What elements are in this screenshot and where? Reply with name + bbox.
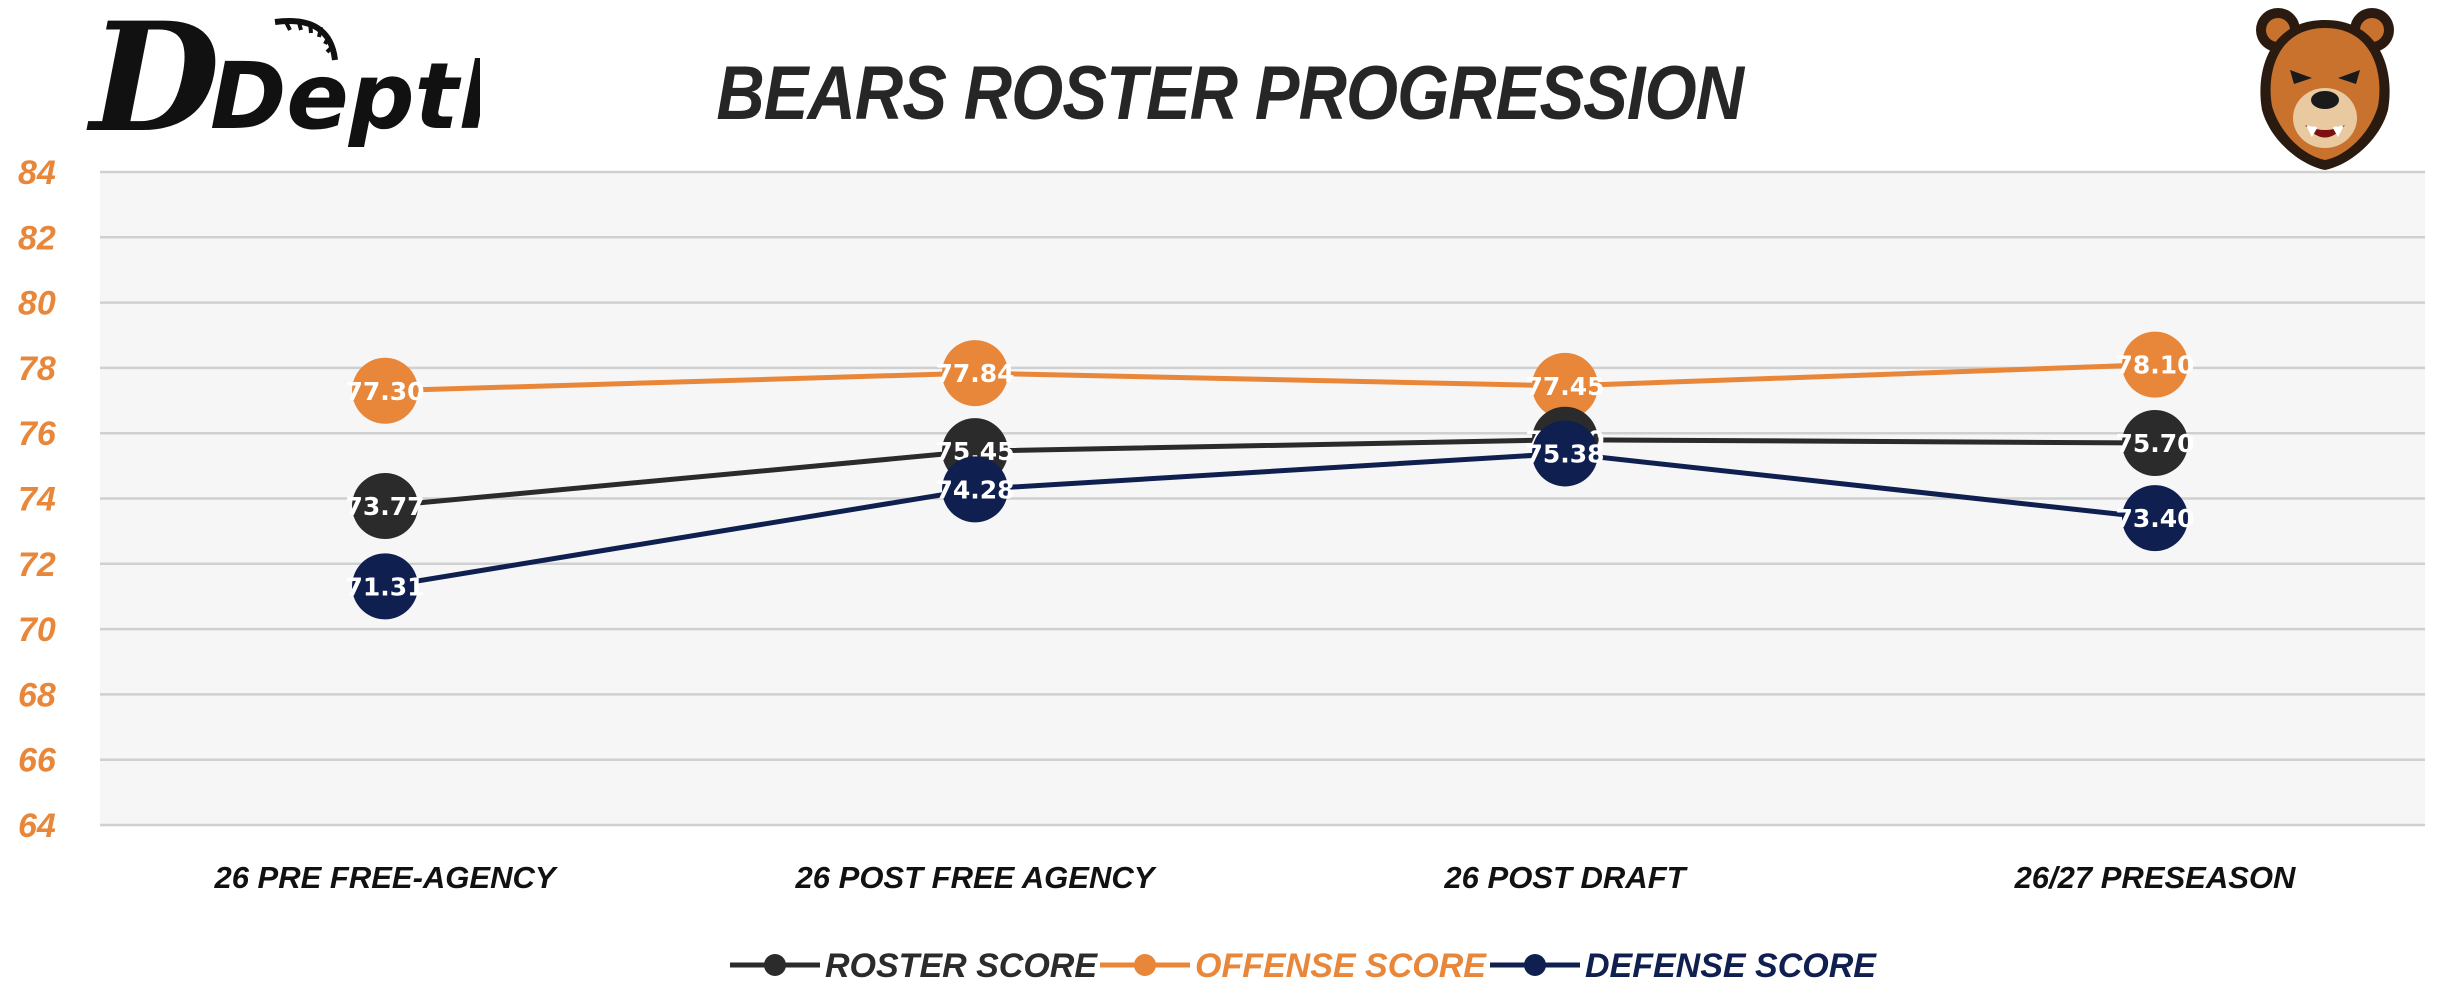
defense-score-point [352, 553, 418, 620]
roster-score-line [384, 437, 2156, 509]
legend-item-offense-score: OFFENSE SCORE [1100, 947, 1487, 985]
offense-score-data-label: 78.10 [2115, 351, 2194, 380]
y-tick-label: 80 [18, 285, 56, 323]
depth-logo-d: D [86, 0, 220, 166]
legend-item-defense-score: DEFENSE SCORE [1490, 947, 1877, 985]
defense-score-point [2122, 485, 2188, 552]
defense-score-point [942, 456, 1008, 523]
offense-score-point [352, 357, 418, 424]
depth-logo-text: Depth [210, 43, 480, 150]
depth-logo: D Depth [86, 0, 480, 166]
legend-label: OFFENSE SCORE [1195, 947, 1487, 985]
defense-score-data-label: 73.40 [2115, 504, 2194, 533]
y-tick-label: 76 [18, 415, 57, 453]
roster-score-point [352, 473, 418, 540]
y-tick-label: 66 [18, 742, 57, 780]
y-tick-label: 74 [18, 481, 56, 519]
y-tick-label: 72 [18, 546, 56, 584]
y-tick-label: 64 [18, 807, 56, 845]
x-tick-label: 26/27 PRESEASON [2014, 860, 2296, 895]
bear-icon [2256, 8, 2394, 170]
offense-score-point [1532, 352, 1598, 419]
defense-score-point [1532, 420, 1598, 487]
baseball-icon [274, 18, 338, 61]
offense-score-point [942, 340, 1008, 407]
roster-score-data-label: 75.70 [2115, 429, 2194, 458]
chart-title: BEARS ROSTER PROGRESSION [716, 51, 1744, 136]
defense-score-line [384, 450, 2156, 589]
legend-swatch-marker [1134, 954, 1156, 976]
offense-score-data-label: 77.84 [935, 359, 1014, 388]
offense-score-point [2122, 331, 2188, 398]
legend-swatch-marker [764, 954, 786, 976]
offense-score-data-label: 77.30 [345, 377, 424, 406]
defense-score-data-label: 71.31 [345, 572, 424, 601]
x-tick-label: 26 PRE FREE-AGENCY [213, 860, 558, 895]
y-tick-label: 78 [18, 350, 56, 388]
roster-score-point [2122, 409, 2188, 476]
y-tick-label: 70 [18, 611, 56, 649]
legend-label: ROSTER SCORE [825, 947, 1098, 985]
y-tick-label: 82 [18, 219, 56, 257]
defense-score-data-label: 75.38 [1525, 439, 1604, 468]
legend-swatch-marker [1524, 954, 1546, 976]
y-tick-label: 68 [18, 676, 56, 714]
roster-score-data-label: 73.77 [345, 492, 424, 521]
x-tick-label: 26 POST FREE AGENCY [795, 860, 1158, 895]
legend-label: DEFENSE SCORE [1585, 947, 1877, 985]
x-tick-label: 26 POST DRAFT [1443, 860, 1688, 895]
offense-score-data-label: 77.45 [1525, 372, 1604, 401]
offense-score-line [384, 362, 2156, 394]
defense-score-data-label: 74.28 [935, 475, 1014, 504]
legend-item-roster-score: ROSTER SCORE [730, 947, 1098, 985]
y-tick-label: 84 [18, 154, 56, 192]
